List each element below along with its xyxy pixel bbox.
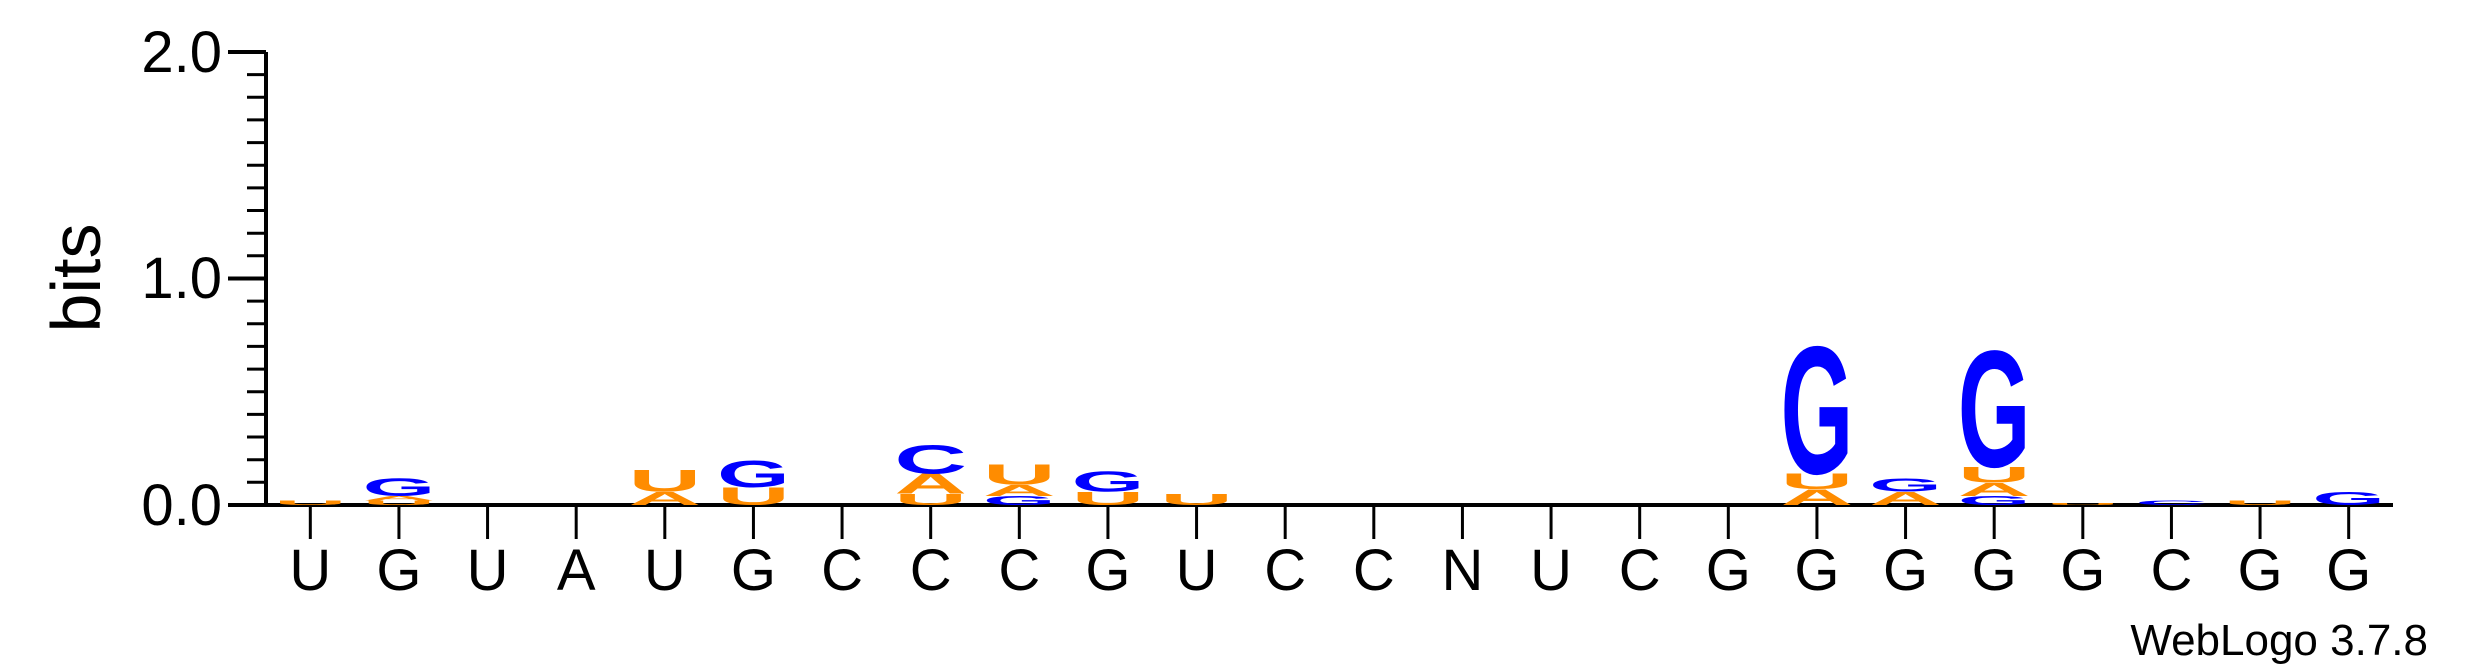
logo-letter-u: U (1160, 491, 1233, 508)
logo-letter-u: U (274, 499, 347, 506)
logo-letter-g: G (1072, 466, 1145, 498)
x-tick-label: U (467, 538, 509, 603)
logo-letter-c: C (2135, 499, 2208, 506)
x-tick-label: G (1794, 538, 1839, 603)
logo-letter-a: A (983, 482, 1056, 499)
logo-letter-g: G (1958, 316, 2031, 502)
x-tick-label: U (289, 538, 331, 603)
logo-letter-g: G (1958, 494, 2031, 508)
logo-letter-g: G (363, 473, 436, 501)
x-tick-label: G (1883, 538, 1928, 603)
x-tick-label: U (644, 538, 686, 603)
x-tick-label: N (1441, 538, 1483, 603)
y-tick-label: 0.0 (141, 473, 222, 538)
logo-letter-a: A (1781, 485, 1854, 509)
logo-letter-u: U (628, 463, 701, 498)
x-ticks (308, 505, 2351, 539)
x-tick-label: G (1706, 538, 1751, 603)
x-tick-label: U (1176, 538, 1218, 603)
weblogo-credit: WebLogo 3.7.8 (2130, 616, 2428, 665)
logo-letter-u: U (1958, 463, 2031, 487)
x-tick-label: U (1530, 538, 1572, 603)
logo-letter-a: A (363, 495, 436, 502)
logo-letter-g: G (717, 453, 790, 495)
logo-letter-g: G (1869, 475, 1942, 496)
x-tick-label: G (1085, 538, 1130, 603)
x-tick-label: G (376, 538, 421, 603)
logo-letter-u: U (2046, 502, 2119, 505)
logo-letter-g: G (1781, 308, 1854, 512)
y-tick-label: 1.0 (141, 246, 222, 311)
logo-letter-u: U (717, 482, 790, 510)
x-tick-label: G (731, 538, 776, 603)
x-tick-label: G (2238, 538, 2283, 603)
x-tick-label: C (910, 538, 952, 603)
logo-letter-u: U (894, 491, 967, 508)
logo-letter-c: C (894, 437, 967, 483)
logo-letter-a: A (894, 468, 967, 500)
x-tick-label: C (998, 538, 1040, 603)
x-tick-label: C (2150, 538, 2192, 603)
x-tick-label: C (1353, 538, 1395, 603)
y-tick-labels: 2.0 1.0 0.0 (141, 20, 222, 538)
x-tick-label: C (1619, 538, 1661, 603)
logo-letter-g: G (2312, 488, 2385, 509)
logo-letter-a: A (1869, 488, 1942, 509)
y-axis (228, 50, 268, 507)
logo-letter-u: U (1072, 488, 1145, 509)
logo-letter-u: U (363, 499, 436, 506)
y-axis-title: bits (37, 224, 115, 333)
y-tick-label: 2.0 (141, 20, 222, 85)
x-tick-label: A (557, 538, 596, 603)
logo-letter-u: U (2224, 499, 2297, 506)
logo-letter-u: U (983, 459, 1056, 491)
logo-letter-g: G (983, 494, 1056, 508)
logo-letter-a: A (1958, 479, 2031, 500)
logo-letter-u: U (1781, 469, 1854, 493)
x-tick-label: G (2060, 538, 2105, 603)
x-tick-label: C (1264, 538, 1306, 603)
logo-letter-a: A (628, 488, 701, 509)
x-tick-label: C (821, 538, 863, 603)
x-tick-label: G (2326, 538, 2371, 603)
x-tick-label: G (1972, 538, 2017, 603)
